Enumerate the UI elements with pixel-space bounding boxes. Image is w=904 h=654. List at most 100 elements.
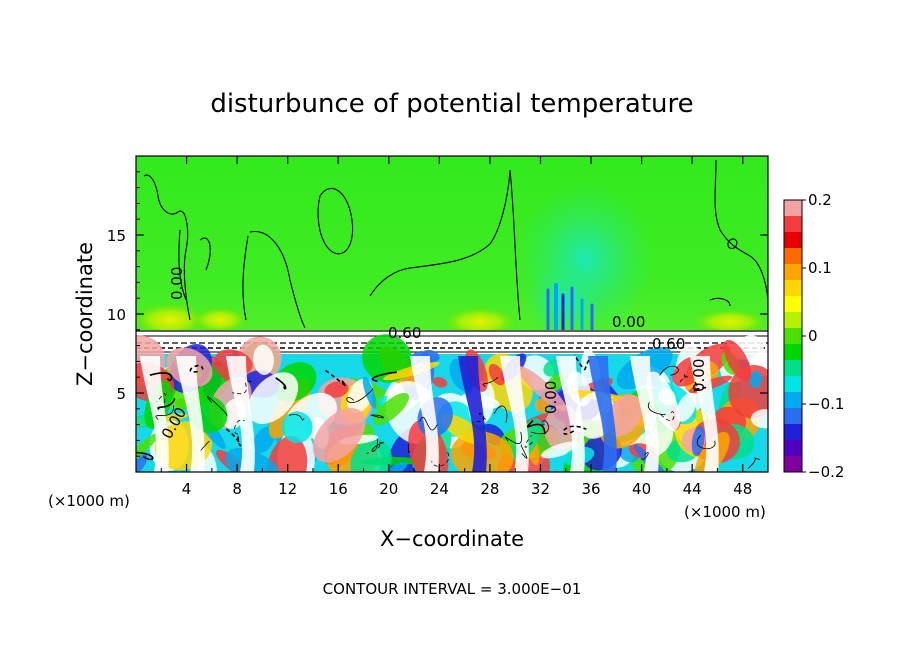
contour-labels: 0.60 0.00 0.60 0.00 0.00 0.00 0.00 bbox=[158, 267, 708, 442]
colorbar-labels: 0.2 0.1 0 −0.1 −0.2 bbox=[802, 191, 844, 481]
contour-label: 0.00 bbox=[542, 381, 560, 414]
colorbar-segment bbox=[784, 424, 802, 441]
colorbar-segment bbox=[784, 392, 802, 409]
turbulence-patch bbox=[266, 435, 308, 472]
warm-region bbox=[136, 302, 210, 338]
turbulence-contour bbox=[234, 419, 245, 435]
cyan-region bbox=[525, 260, 605, 340]
colorbar-segment bbox=[784, 232, 802, 249]
turbulence-patch bbox=[534, 398, 550, 413]
turbulence-layer bbox=[136, 334, 768, 472]
contour-label: 0.60 bbox=[388, 324, 421, 342]
turbulence-patch bbox=[749, 370, 763, 389]
x-tick-label: 20 bbox=[379, 480, 398, 498]
turbulence-patch bbox=[606, 394, 643, 437]
turbulence-contour bbox=[155, 405, 174, 420]
upper-field bbox=[136, 156, 768, 332]
turbulence-patch bbox=[281, 411, 313, 443]
turbulence-contour bbox=[640, 452, 649, 460]
colorbar-segment bbox=[784, 200, 802, 217]
colorbar bbox=[783, 199, 803, 473]
warm-region bbox=[690, 308, 768, 336]
turbulence-plume bbox=[140, 356, 169, 472]
turbulence-contour bbox=[149, 372, 173, 382]
turbulence-contour bbox=[157, 397, 176, 411]
turbulence-patch bbox=[723, 339, 752, 382]
blue-streaks bbox=[546, 283, 594, 332]
colorbar-segment bbox=[784, 296, 802, 313]
contour-label: 0.00 bbox=[168, 267, 186, 300]
turbulence-contour bbox=[678, 374, 688, 384]
turbulence-contour bbox=[530, 420, 549, 435]
y-axis: 5 10 15 bbox=[107, 171, 768, 457]
turbulence-contour bbox=[573, 354, 590, 371]
turbulence-plume bbox=[500, 356, 529, 472]
colorbar-segment bbox=[784, 328, 802, 345]
contour-label: 0.00 bbox=[612, 313, 645, 331]
turbulence-contour bbox=[431, 452, 450, 467]
turbulence-patch bbox=[253, 344, 274, 375]
colorbar-segment bbox=[784, 456, 802, 473]
x-unit-left: (×1000 m) bbox=[48, 492, 130, 510]
chart-title: disturbunce of potential temperature bbox=[210, 89, 693, 119]
turbulence-patch bbox=[541, 441, 580, 459]
turbulence-contour bbox=[472, 412, 487, 423]
turbulence-contour bbox=[206, 396, 228, 416]
turbulence-patch bbox=[432, 377, 448, 388]
turbulence-contour bbox=[189, 364, 204, 373]
turbulence-patch bbox=[350, 438, 392, 472]
turbulence-plume bbox=[458, 356, 487, 472]
contour-label: 0.00 bbox=[690, 359, 708, 392]
turbulence-contour bbox=[696, 434, 716, 450]
y-tick-label: 10 bbox=[107, 306, 126, 324]
colorbar-segment bbox=[784, 264, 802, 281]
turbulence-contour bbox=[419, 417, 438, 431]
turbulence-contour bbox=[747, 457, 761, 469]
turbulence-patch bbox=[324, 381, 349, 398]
colorbar-segment bbox=[784, 408, 802, 425]
colorbar-segment bbox=[784, 360, 802, 377]
turbulence-contour bbox=[136, 451, 154, 461]
colorbar-tick-label: 0.2 bbox=[808, 191, 832, 209]
y-axis-label: Z−coordinate bbox=[73, 242, 97, 386]
turbulence-patch bbox=[676, 392, 697, 422]
turbulence-contour bbox=[156, 393, 166, 404]
turbulence-contour bbox=[692, 381, 709, 392]
turbulence-contour bbox=[659, 365, 679, 376]
turbulence-plume bbox=[630, 356, 659, 472]
warm-region bbox=[190, 306, 250, 334]
turbulence-contour bbox=[232, 380, 252, 395]
plot-area: 0.60 0.00 0.60 0.00 0.00 0.00 0.00 bbox=[135, 155, 769, 473]
turbulence-patch bbox=[658, 388, 676, 406]
turbulence-contour bbox=[526, 420, 546, 435]
turbulence-patch bbox=[488, 363, 506, 386]
turbulence-contour bbox=[562, 425, 587, 435]
colorbar-segment bbox=[784, 216, 802, 233]
turbulence-contour bbox=[323, 368, 347, 387]
turbulence-plume bbox=[176, 356, 205, 472]
colorbar-segment bbox=[784, 376, 802, 393]
turbulence-patch bbox=[209, 355, 234, 384]
turbulence-contour bbox=[524, 435, 533, 448]
turbulence-contour bbox=[200, 440, 210, 451]
y-tick-label: 5 bbox=[116, 385, 126, 403]
x-tick-label: 28 bbox=[480, 480, 499, 498]
turbulence-patch bbox=[373, 392, 410, 426]
colorbar-segment bbox=[784, 440, 802, 457]
colorbar-tick-label: −0.1 bbox=[808, 395, 844, 413]
turbulence-contour bbox=[346, 388, 374, 403]
turbulence-plume bbox=[588, 356, 617, 472]
x-tick-label: 32 bbox=[531, 480, 550, 498]
x-tick-label: 16 bbox=[329, 480, 348, 498]
turbulence-contour bbox=[371, 371, 397, 382]
contour-label: 0.60 bbox=[652, 335, 685, 353]
turbulence-contour bbox=[224, 427, 242, 447]
x-tick-label: 44 bbox=[683, 480, 702, 498]
colorbar-tick-label: −0.2 bbox=[808, 463, 844, 481]
turbulence-contour bbox=[482, 376, 499, 387]
turbulence-contour bbox=[407, 443, 410, 454]
footer-contour-interval: CONTOUR INTERVAL = 3.000E−01 bbox=[323, 580, 582, 598]
turbulence-plume bbox=[226, 356, 255, 472]
turbulence-plume bbox=[410, 356, 439, 472]
